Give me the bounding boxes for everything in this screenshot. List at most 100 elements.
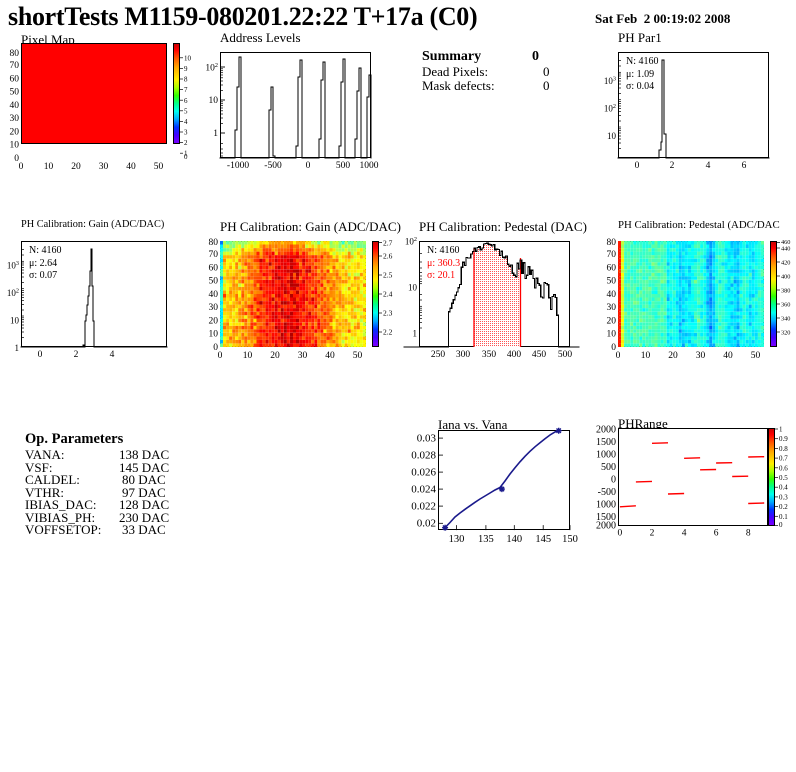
svg-text:0.9: 0.9 [779,435,788,443]
svg-text:60: 60 [10,75,20,85]
svg-text:1: 1 [413,329,418,339]
svg-text:0.026: 0.026 [411,466,436,478]
svg-text:0.6: 0.6 [779,464,788,472]
svg-text:4: 4 [184,118,188,126]
svg-text:102: 102 [205,62,218,74]
svg-text:30: 30 [209,303,219,313]
svg-text:0.02: 0.02 [417,518,436,530]
svg-text:0.022: 0.022 [411,500,436,512]
svg-text:10: 10 [408,283,418,293]
svg-text:420: 420 [781,260,790,267]
svg-text:4: 4 [110,350,115,360]
svg-text:70: 70 [10,61,20,71]
svg-text:2: 2 [670,161,675,171]
svg-text:20: 20 [607,317,617,327]
svg-text:320: 320 [781,330,790,337]
svg-text:2.2: 2.2 [383,328,393,337]
svg-text:7: 7 [184,86,188,94]
svg-text:9: 9 [184,65,188,73]
svg-text:10: 10 [607,330,617,340]
svg-text:350: 350 [482,350,497,360]
svg-text:70: 70 [209,250,219,260]
svg-text:2.6: 2.6 [383,252,393,261]
svg-text:10: 10 [243,351,253,361]
svg-text:10: 10 [641,351,651,361]
svg-text:0: 0 [779,521,783,529]
svg-text:-1000: -1000 [227,161,249,171]
svg-text:145: 145 [535,534,551,545]
svg-text:70: 70 [607,250,617,260]
svg-text:0: 0 [19,162,24,172]
svg-text:10: 10 [209,96,219,106]
svg-text:30: 30 [696,351,706,361]
svg-text:10: 10 [184,55,192,63]
svg-text:2.5: 2.5 [383,271,393,280]
svg-text:450: 450 [532,350,547,360]
svg-text:10: 10 [209,330,219,340]
svg-text:-500: -500 [264,161,282,171]
svg-text:0.8: 0.8 [779,445,788,453]
svg-text:0: 0 [611,343,616,353]
svg-text:440: 440 [781,246,790,253]
svg-text:0: 0 [213,343,218,353]
svg-text:60: 60 [209,264,219,274]
svg-text:20: 20 [668,351,678,361]
svg-text:50: 50 [209,277,219,287]
svg-text:20: 20 [270,351,280,361]
svg-text:20: 20 [10,128,20,138]
svg-text:0.7: 0.7 [779,455,788,463]
svg-text:10: 10 [607,131,617,141]
svg-text:30: 30 [99,162,109,172]
svg-text:1: 1 [213,129,218,139]
svg-text:2.4: 2.4 [383,290,393,299]
svg-text:80: 80 [607,238,617,248]
svg-text:460: 460 [781,239,790,246]
svg-text:30: 30 [298,351,308,361]
svg-text:1: 1 [15,343,20,353]
svg-text:10: 10 [44,162,54,172]
svg-text:500: 500 [336,161,351,171]
svg-text:0.028: 0.028 [411,449,436,461]
svg-text:30: 30 [10,114,20,124]
svg-text:0: 0 [635,161,640,171]
svg-text:20: 20 [209,317,219,327]
svg-text:0: 0 [306,161,311,171]
svg-text:140: 140 [506,534,522,545]
svg-text:80: 80 [10,49,20,59]
svg-text:0.03: 0.03 [417,433,437,445]
svg-text:400: 400 [507,350,522,360]
svg-text:20: 20 [71,162,81,172]
svg-text:150: 150 [562,534,578,545]
svg-text:2: 2 [184,139,188,147]
svg-text:300: 300 [456,350,471,360]
svg-text:40: 40 [723,351,733,361]
svg-text:10: 10 [10,316,20,326]
svg-text:380: 380 [781,288,790,295]
svg-text:2.3: 2.3 [383,309,393,318]
svg-text:5: 5 [184,108,188,116]
svg-text:102: 102 [405,236,417,247]
svg-text:50: 50 [10,88,20,98]
svg-text:102: 102 [604,103,616,114]
svg-text:2.7: 2.7 [383,239,393,248]
svg-text:50: 50 [607,277,617,287]
svg-text:0.4: 0.4 [779,484,788,492]
svg-text:30: 30 [607,303,617,313]
svg-text:1: 1 [779,426,783,434]
svg-text:60: 60 [607,264,617,274]
svg-text:0.2: 0.2 [779,503,788,511]
svg-text:1000: 1000 [360,161,379,171]
svg-text:50: 50 [353,351,363,361]
svg-text:0.024: 0.024 [411,483,436,495]
svg-text:0: 0 [38,350,43,360]
svg-text:250: 250 [431,350,446,360]
svg-text:360: 360 [781,302,790,309]
svg-text:50: 50 [154,162,164,172]
svg-text:40: 40 [126,162,136,172]
svg-text:103: 103 [7,260,19,271]
svg-text:80: 80 [209,238,219,248]
svg-text:3: 3 [184,129,188,137]
svg-text:130: 130 [449,534,465,545]
svg-text:0: 0 [184,153,188,161]
svg-text:40: 40 [10,101,20,111]
